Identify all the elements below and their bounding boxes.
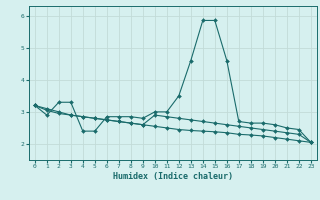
X-axis label: Humidex (Indice chaleur): Humidex (Indice chaleur): [113, 172, 233, 181]
